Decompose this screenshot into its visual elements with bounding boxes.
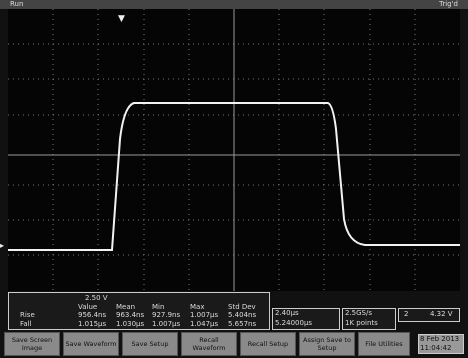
- menu-button[interactable]: Assign Save to Setup: [299, 332, 355, 356]
- measure-value: 1.030µs: [116, 320, 144, 328]
- menu-button[interactable]: Save Waveform: [63, 332, 119, 356]
- menu-button[interactable]: File Utilities: [358, 332, 410, 356]
- measure-name: Rise: [20, 311, 35, 319]
- status-right: Trig'd: [439, 0, 458, 8]
- measure-value: 1.047µs: [190, 320, 218, 328]
- horizontal-position: 5.24000µs: [275, 319, 312, 327]
- status-bar: [0, 0, 468, 9]
- measure-header: Max: [190, 303, 204, 311]
- graticule: ▼ ▸: [0, 9, 468, 291]
- clock-date: 8 Feb 2013: [420, 335, 459, 343]
- oscilloscope-screen: Run Trig'd ▼ ▸ 2.50 V 2.40µs 5.24000µs 2…: [0, 0, 468, 358]
- clock-time: 11:04:42: [420, 344, 451, 352]
- menu-button[interactable]: Recall Setup: [240, 332, 296, 356]
- measure-header: Std Dev: [228, 303, 256, 311]
- measure-value: 956.4ns: [78, 311, 106, 319]
- measure-value: 5.404ns: [228, 311, 256, 319]
- measure-header: Mean: [116, 303, 135, 311]
- measure-header: Min: [152, 303, 164, 311]
- measure-value: 927.9ns: [152, 311, 180, 319]
- measure-name: Fall: [20, 320, 32, 328]
- measure-value: 5.657ns: [228, 320, 256, 328]
- measure-value: 963.4ns: [116, 311, 144, 319]
- measure-header: Value: [78, 303, 97, 311]
- status-left: Run: [10, 0, 23, 8]
- sample-rate: 2.5GS/s: [345, 309, 372, 317]
- ground-marker: ▸: [0, 241, 4, 250]
- menu-button[interactable]: Save Setup: [122, 332, 178, 356]
- measure-value: 1.007µs: [190, 311, 218, 319]
- measure-value: 1.007µs: [152, 320, 180, 328]
- horizontal-scale: 2.40µs: [275, 309, 299, 317]
- measure-value: 1.015µs: [78, 320, 106, 328]
- trigger-marker: ▼: [118, 14, 125, 24]
- record-length: 1K points: [345, 319, 378, 327]
- trigger-level: 4.32 V: [430, 310, 453, 318]
- menu-button[interactable]: Recall Waveform: [181, 332, 237, 356]
- menu-button[interactable]: Save Screen Image: [4, 332, 60, 356]
- trigger-channel: 2: [404, 310, 408, 318]
- channel-scale: 2.50 V: [85, 294, 108, 302]
